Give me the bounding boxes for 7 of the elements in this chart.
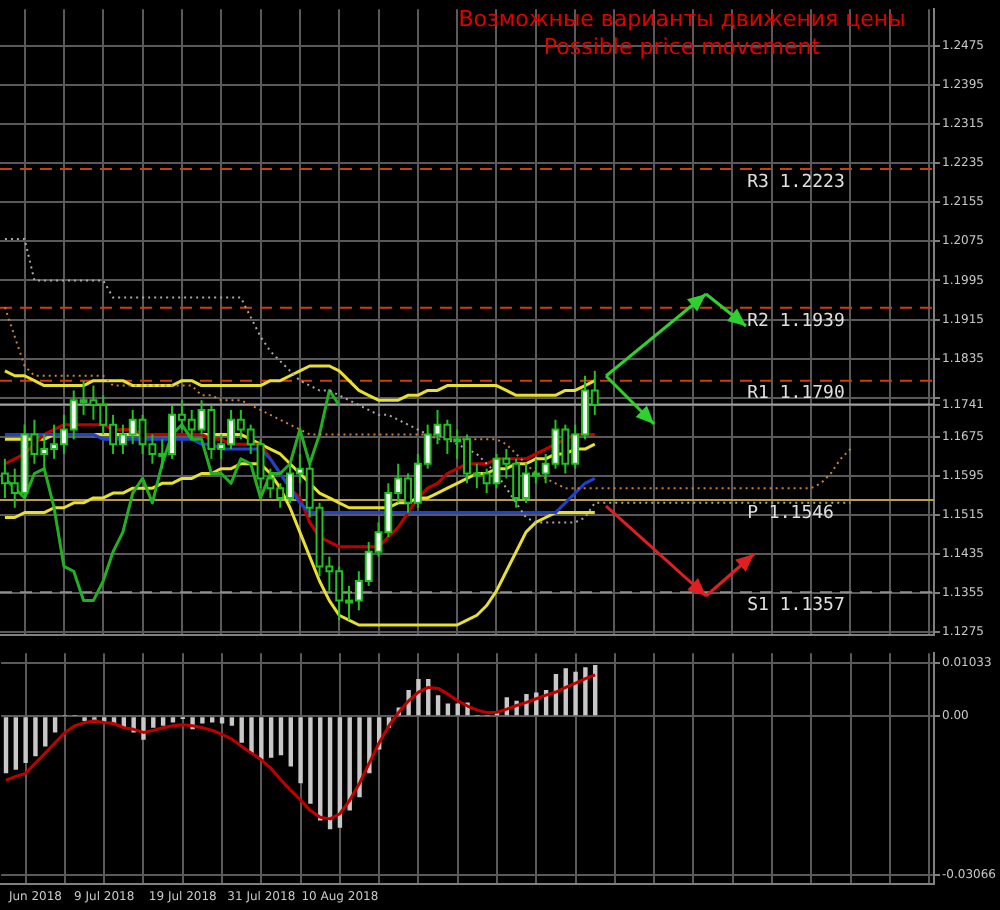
ref-line-label: S1 1.1357 bbox=[747, 595, 845, 616]
ref-line-label: P 1.1546 bbox=[747, 503, 834, 524]
text: Possible price movement bbox=[541, 34, 823, 62]
chart-title: Возможные варианты движения цены bbox=[456, 6, 908, 34]
ref-line-label: R2 1.1939 bbox=[747, 311, 845, 332]
ref-line-label: R3 1.2223 bbox=[747, 172, 845, 193]
ref-line-label: R1 1.1790 bbox=[747, 384, 845, 405]
